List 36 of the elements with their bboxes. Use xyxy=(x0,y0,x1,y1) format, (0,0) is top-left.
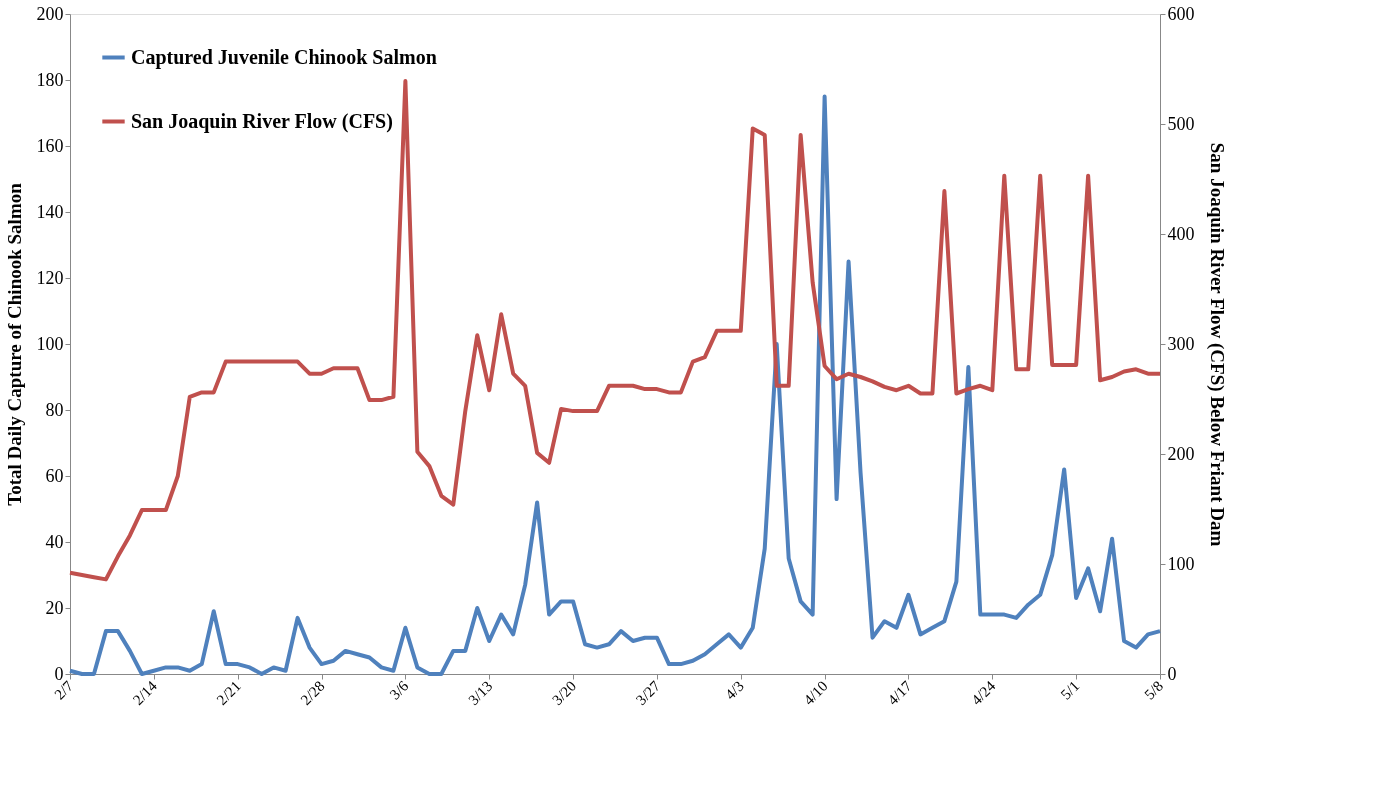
y2-tick-label: 100 xyxy=(1167,553,1195,574)
x-tick-label: 5/8 xyxy=(1141,677,1167,703)
x-tick-label: 3/27 xyxy=(632,677,664,709)
x-tick-label: 4/10 xyxy=(800,677,831,709)
y-tick-label: 40 xyxy=(45,531,64,552)
y-tick-label: 20 xyxy=(45,597,64,618)
x-tick-label: 3/13 xyxy=(465,677,496,709)
y-tick-label: 180 xyxy=(36,69,64,90)
x-tick-label: 2/21 xyxy=(213,677,244,709)
y2-tick-label: 300 xyxy=(1167,333,1195,354)
y-tick-label: 160 xyxy=(36,135,64,156)
x-tick-label: 2/14 xyxy=(129,677,161,709)
legend-label: Captured Juvenile Chinook Salmon xyxy=(131,45,437,69)
y2-tick-label: 400 xyxy=(1167,223,1195,244)
x-tick-label: 4/3 xyxy=(722,677,747,703)
x-tick-label: 4/17 xyxy=(884,677,915,709)
y-tick-label: 60 xyxy=(45,465,64,486)
y2-axis-title: San Joaquin River Flow (CFS) Below Friant Dam xyxy=(1205,142,1228,547)
y-tick-label: 200 xyxy=(36,3,64,24)
x-tick-label: 3/20 xyxy=(549,677,580,709)
y-axis-title: Total Daily Capture of Chinook Salmon xyxy=(3,182,25,506)
y-tick-label: 0 xyxy=(54,663,64,684)
y2-tick-label: 500 xyxy=(1167,113,1195,134)
y-tick-label: 100 xyxy=(36,333,64,354)
x-tick-label: 4/24 xyxy=(968,677,999,709)
y-tick-label: 80 xyxy=(45,399,64,420)
legend-label: San Joaquin River Flow (CFS) xyxy=(131,109,393,133)
line-series xyxy=(68,79,1162,582)
y2-tick-label: 600 xyxy=(1167,3,1195,24)
y2-tick-label: 200 xyxy=(1167,443,1195,464)
x-tick-label: 3/6 xyxy=(386,677,412,703)
y2-tick-label: 0 xyxy=(1167,663,1177,684)
y-tick-label: 120 xyxy=(36,267,64,288)
x-tick-label: 2/28 xyxy=(297,677,328,709)
x-tick-label: 5/1 xyxy=(1057,677,1083,703)
y-tick-label: 140 xyxy=(36,201,64,222)
